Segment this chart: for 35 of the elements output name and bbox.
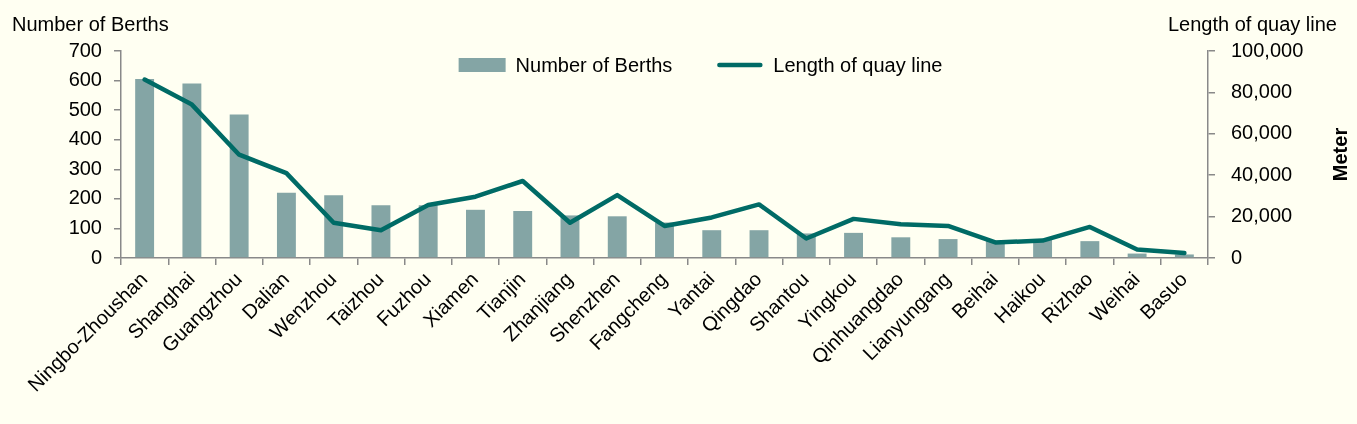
- y2-tick-label: 40,000: [1231, 162, 1293, 185]
- bar: [371, 205, 391, 258]
- bar: [891, 237, 911, 258]
- text: Meter: [1328, 127, 1351, 182]
- y2-axis-title: Length of quay line: [1167, 12, 1337, 35]
- bar: [844, 232, 863, 258]
- bar: [182, 83, 202, 258]
- y-tick-label: 600: [68, 68, 102, 91]
- bar: [418, 205, 438, 258]
- y-tick-label: 0: [90, 245, 102, 268]
- bar: [229, 114, 249, 258]
- y2-tick-label: 0: [1231, 245, 1243, 268]
- bar: [749, 230, 769, 258]
- y-tick-label: 200: [68, 186, 102, 209]
- y-tick-label: 700: [68, 38, 102, 61]
- bar: [938, 239, 958, 258]
- bar: [135, 79, 155, 258]
- bar: [466, 209, 485, 258]
- bar: [607, 216, 627, 258]
- bar: [324, 195, 344, 258]
- y-axis-title: Number of Berths: [12, 12, 169, 35]
- y-tick-label: 500: [68, 97, 102, 120]
- bar: [702, 230, 722, 258]
- legend-label: Number of Berths: [515, 53, 673, 76]
- y-tick-label: 400: [68, 127, 102, 150]
- y2-tick-label: 80,000: [1231, 79, 1293, 102]
- legend-label: Length of quay line: [773, 53, 943, 76]
- y-tick-label: 300: [68, 156, 102, 179]
- y2-tick-label: 60,000: [1231, 121, 1293, 144]
- y-tick-label: 100: [68, 215, 102, 238]
- bar: [1080, 241, 1100, 258]
- bar: [276, 192, 296, 258]
- bar: [513, 210, 533, 258]
- y2-tick-label: 20,000: [1231, 204, 1293, 227]
- y2-tick-label: 100,000: [1231, 38, 1304, 61]
